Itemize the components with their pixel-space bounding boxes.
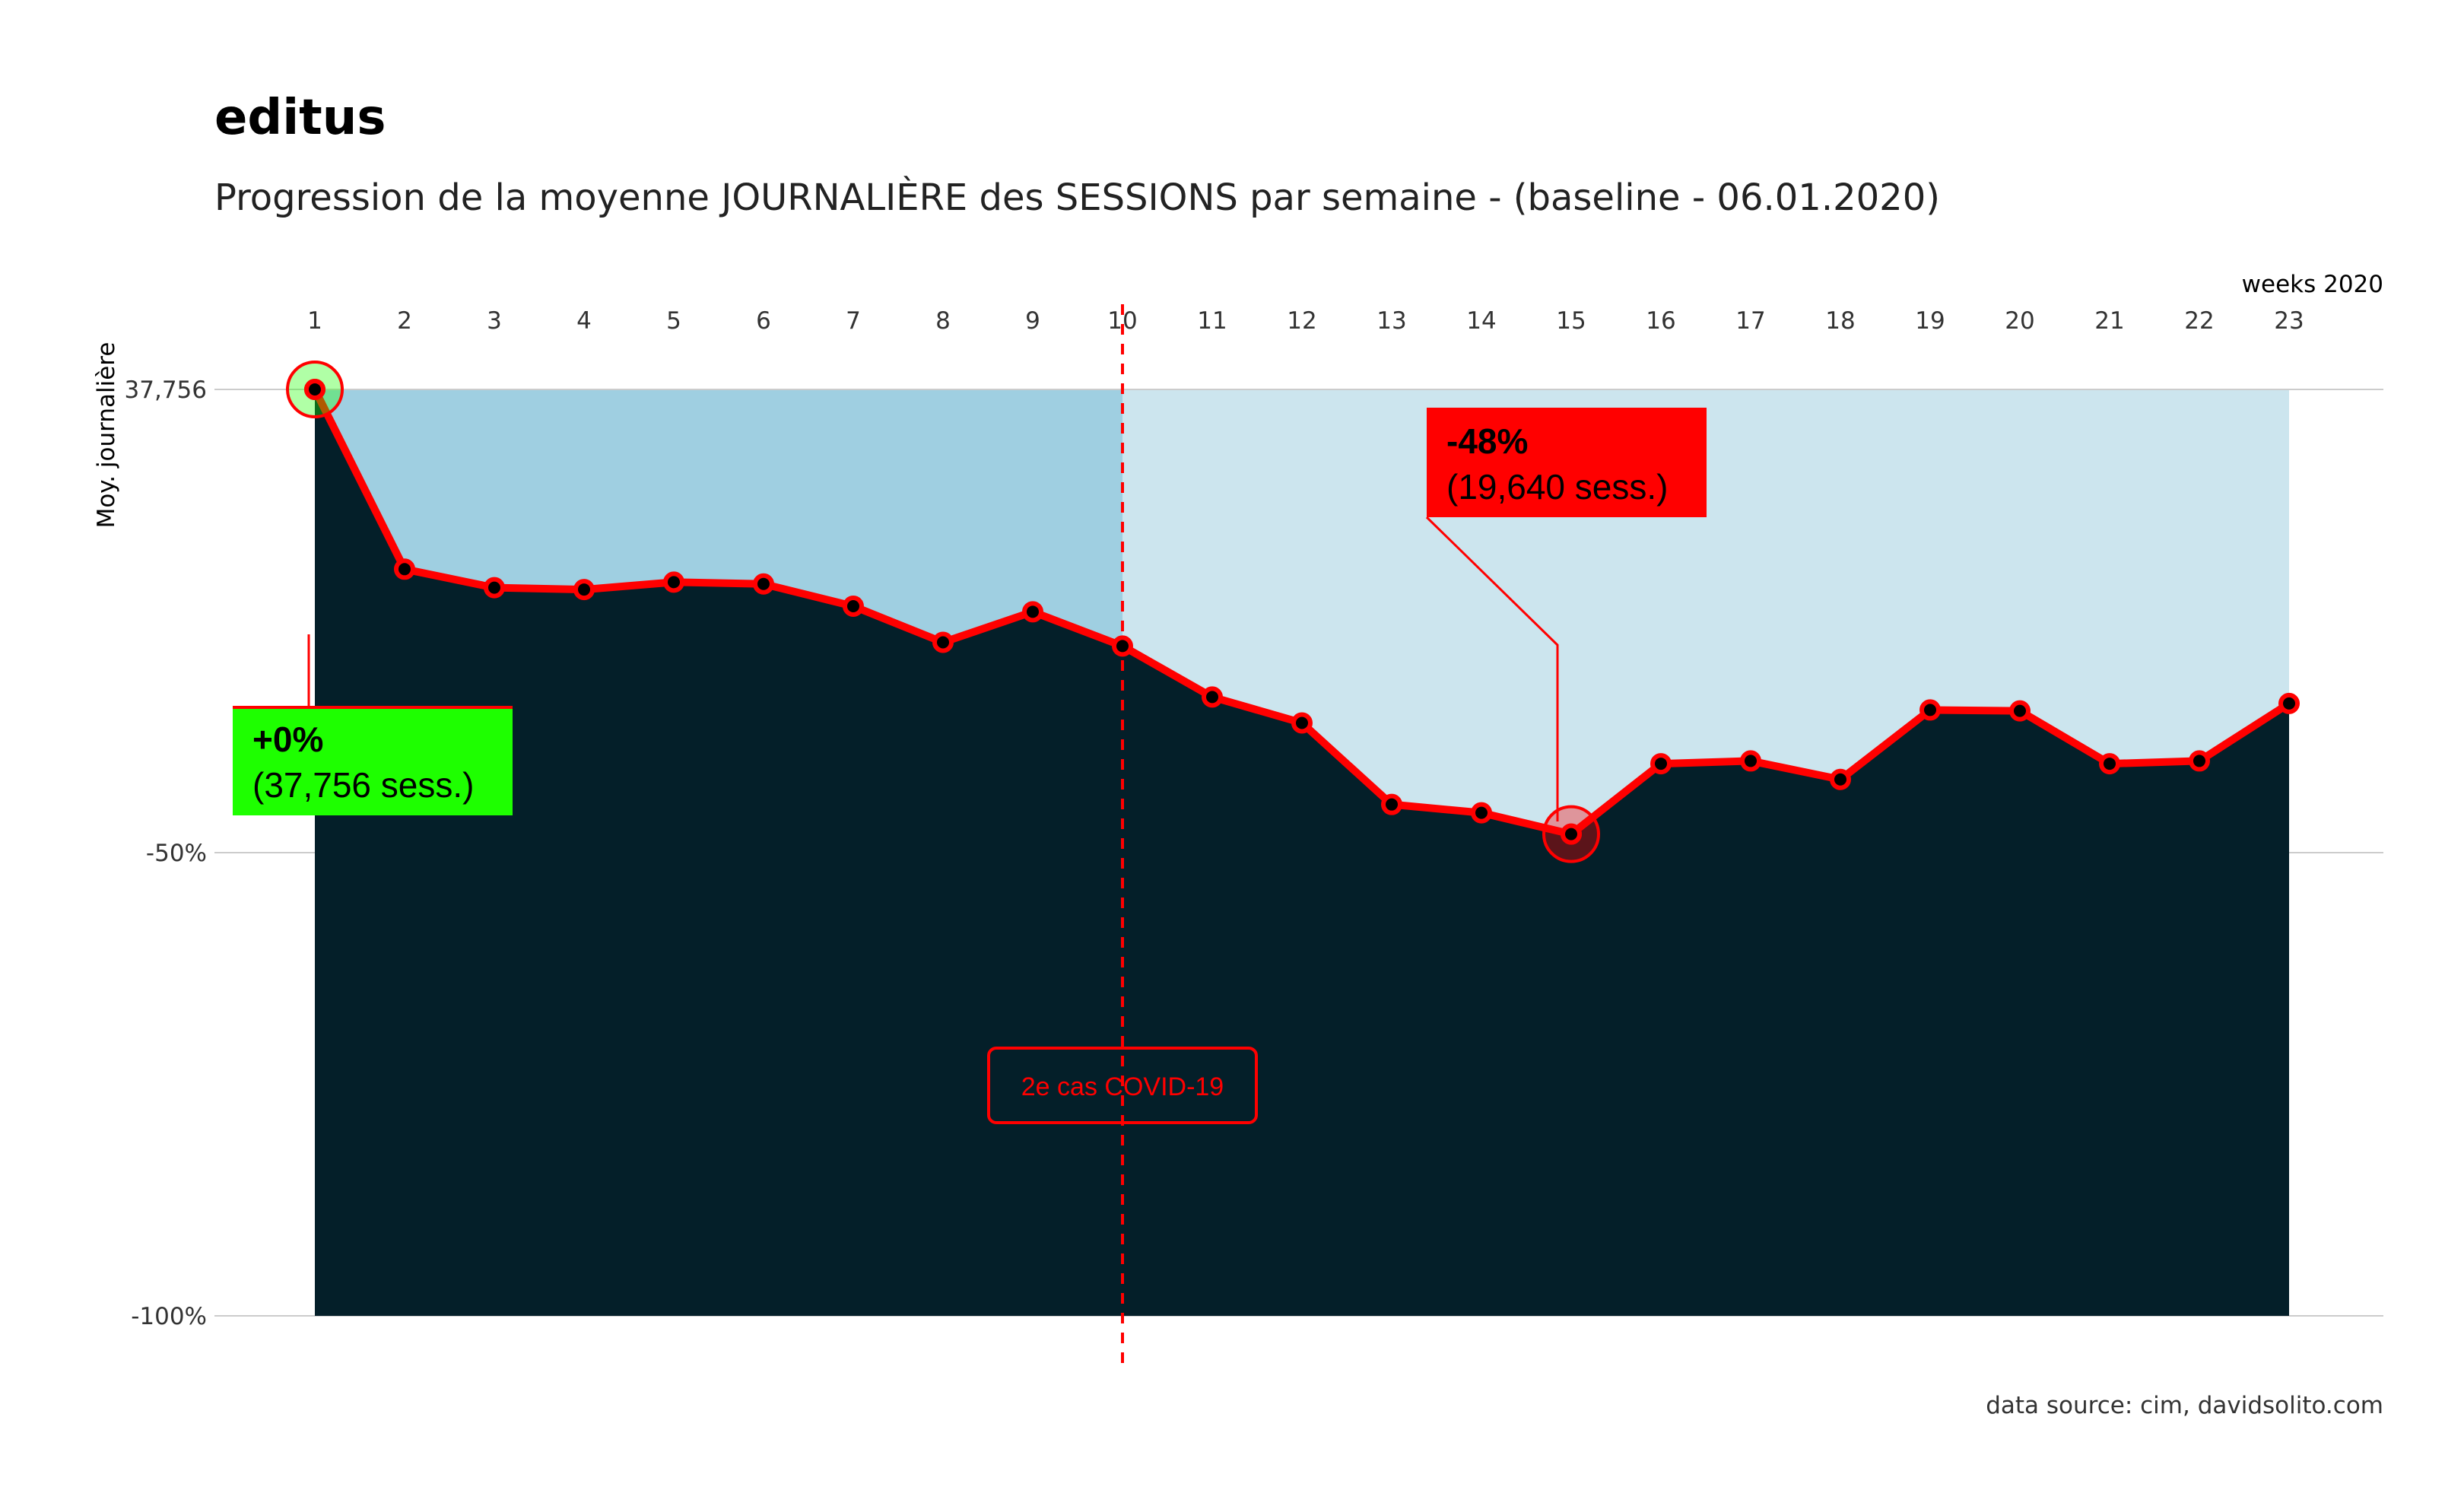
annotation-box bbox=[233, 706, 513, 815]
area-fill bbox=[315, 389, 2289, 1316]
data-point bbox=[2189, 750, 2210, 772]
data-point bbox=[394, 558, 415, 580]
y-tick-label: -100% bbox=[131, 1303, 207, 1330]
x-tick-label: 5 bbox=[666, 307, 681, 335]
data-point bbox=[663, 571, 684, 593]
data-point bbox=[753, 573, 774, 595]
x-tick-label: 10 bbox=[1107, 307, 1137, 335]
data-point bbox=[1830, 768, 1851, 790]
annotation-box bbox=[1427, 408, 1707, 517]
y-tick-labels: 37,756 -50% -100% bbox=[125, 376, 207, 1330]
x-tick-label: 11 bbox=[1197, 307, 1227, 335]
annotation-sessions: (19,640 sess.) bbox=[1446, 467, 1668, 507]
y-tick-label: 37,756 bbox=[125, 376, 207, 404]
data-point bbox=[1022, 601, 1043, 623]
annotation-pct: -48% bbox=[1446, 421, 1528, 461]
chart-title: editus bbox=[214, 90, 386, 146]
event-layer: 2e cas COVID-19 bbox=[987, 304, 1258, 1365]
data-point bbox=[1650, 753, 1672, 775]
x-tick-label: 7 bbox=[846, 307, 861, 335]
x-tick-label: 17 bbox=[1735, 307, 1765, 335]
x-tick-label: 8 bbox=[935, 307, 951, 335]
data-point bbox=[1112, 635, 1133, 657]
annotation-sessions: (37,756 sess.) bbox=[252, 765, 474, 805]
x-tick-label: 1 bbox=[307, 307, 322, 335]
x-tick-label: 15 bbox=[1556, 307, 1586, 335]
data-point bbox=[1740, 750, 1761, 772]
x-tick-label: 3 bbox=[487, 307, 502, 335]
x-tick-label: 13 bbox=[1376, 307, 1406, 335]
x-tick-label: 20 bbox=[2005, 307, 2034, 335]
x-tick-label: 16 bbox=[1646, 307, 1675, 335]
x-tick-label: 19 bbox=[1915, 307, 1945, 335]
x-tick-label: 2 bbox=[397, 307, 412, 335]
x-tick-label: 14 bbox=[1466, 307, 1496, 335]
event-label: 2e cas COVID-19 bbox=[1021, 1072, 1224, 1101]
x-tick-label: 9 bbox=[1025, 307, 1040, 335]
x-tick-label: 6 bbox=[756, 307, 771, 335]
x-tick-label: 18 bbox=[1825, 307, 1855, 335]
y-axis-title: Moy. journalière bbox=[93, 342, 120, 529]
data-point bbox=[1471, 802, 1492, 824]
area-layer bbox=[315, 389, 2289, 1316]
y-tick-label: -50% bbox=[146, 840, 207, 867]
highlight-point bbox=[1561, 823, 1582, 845]
data-point bbox=[1291, 712, 1313, 734]
leader-line bbox=[1425, 516, 1559, 821]
data-point bbox=[573, 579, 595, 601]
highlight-point bbox=[304, 379, 325, 400]
data-point bbox=[2278, 692, 2300, 714]
annotation-pct: +0% bbox=[252, 720, 323, 759]
x-tick-label: 22 bbox=[2184, 307, 2214, 335]
annotation-layer: +0% (37,756 sess.) -48% (19,640 sess.) bbox=[233, 361, 1707, 863]
x-tick-labels: 1 2 3 4 5 6 7 8 9 10 11 12 13 14 15 16 17 18 19 20 21 22 23 bbox=[307, 307, 2304, 335]
data-point bbox=[2099, 753, 2120, 775]
data-point bbox=[932, 631, 954, 653]
data-point bbox=[843, 596, 864, 618]
data-point bbox=[1381, 793, 1402, 815]
event-label-box bbox=[987, 1047, 1258, 1124]
data-point bbox=[1202, 686, 1223, 708]
x-axis-title: weeks 2020 bbox=[2242, 271, 2383, 298]
data-point bbox=[2009, 700, 2031, 722]
x-tick-label: 4 bbox=[576, 307, 592, 335]
x-tick-label: 12 bbox=[1287, 307, 1316, 335]
leader-line bbox=[233, 634, 310, 709]
chart-caption: data source: cim, davidsolito.com bbox=[1986, 1392, 2383, 1419]
x-tick-label: 23 bbox=[2274, 307, 2304, 335]
data-point bbox=[484, 577, 505, 599]
chart-subtitle: Progression de la moyenne JOURNALIÈRE de… bbox=[214, 176, 1940, 219]
x-tick-label: 21 bbox=[2094, 307, 2124, 335]
data-point bbox=[1919, 699, 1941, 721]
